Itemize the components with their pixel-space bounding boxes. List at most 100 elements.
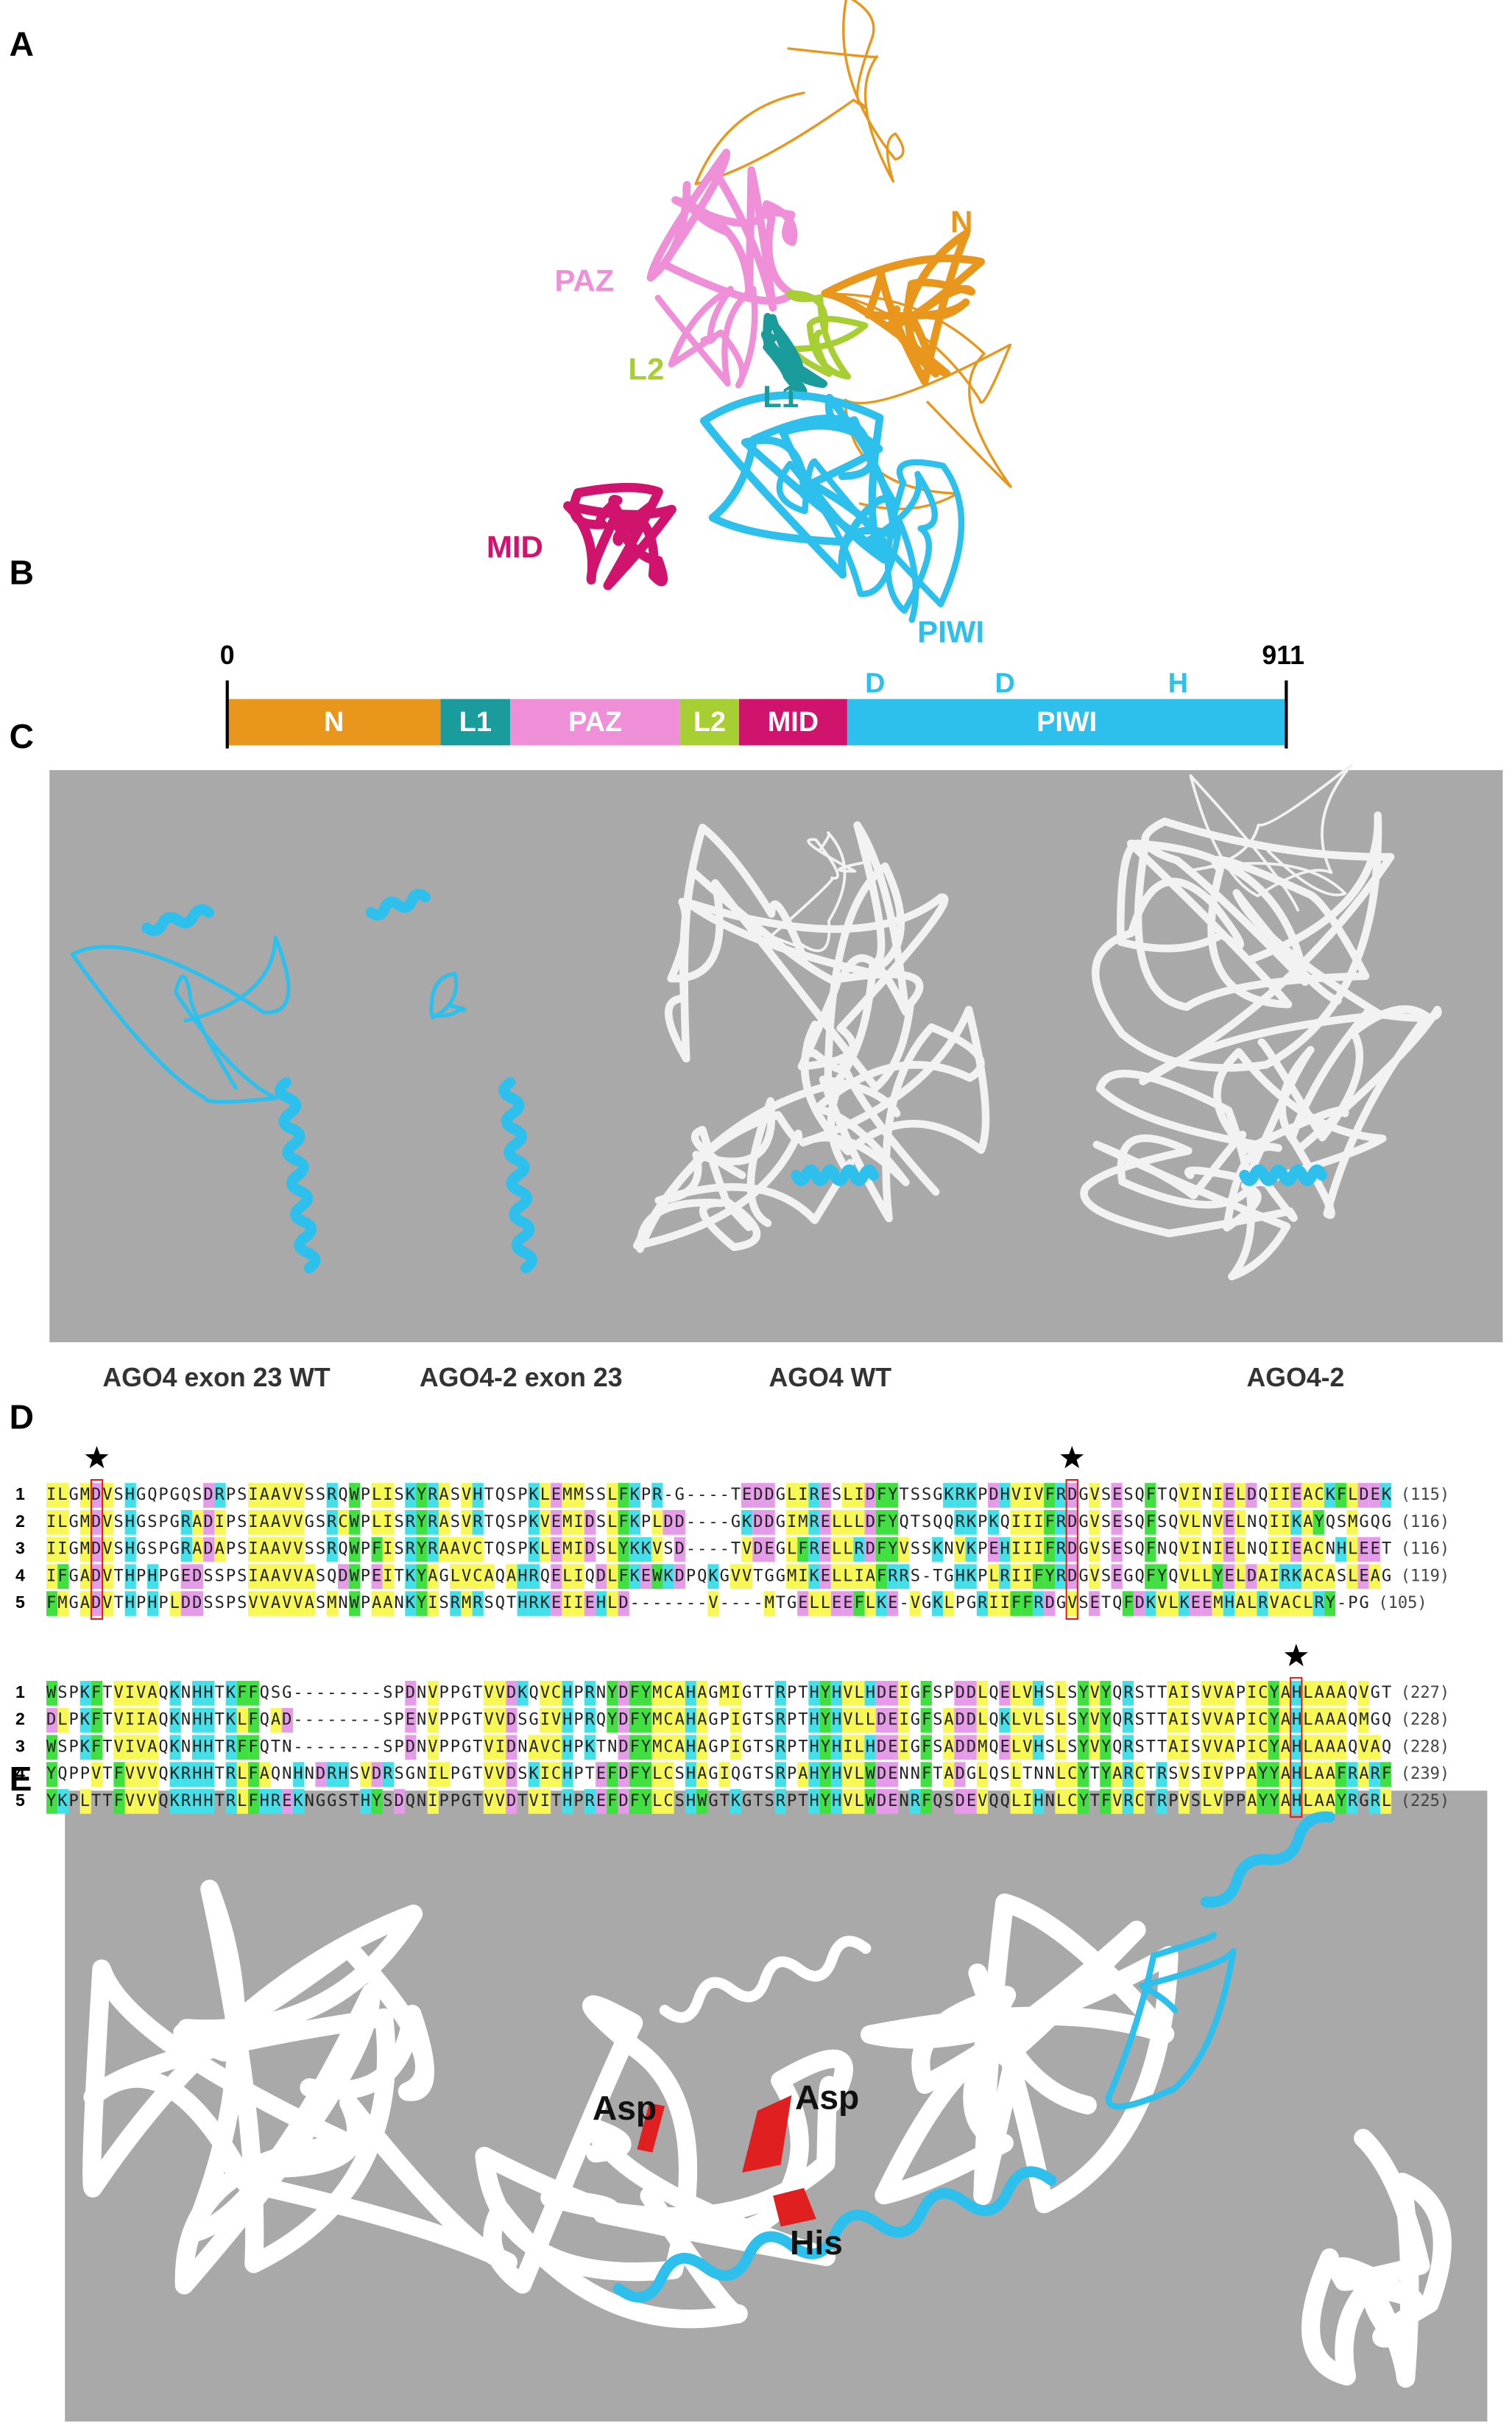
ribbon xyxy=(769,831,869,953)
residue-shade xyxy=(517,1681,529,1706)
residue-shade xyxy=(539,1762,551,1787)
residue-shade xyxy=(943,1707,955,1733)
residue-shade xyxy=(248,1537,260,1562)
residue-shade xyxy=(1290,1735,1302,1760)
residue-shade xyxy=(1032,1591,1045,1616)
ribbon xyxy=(776,458,965,624)
residue-shade xyxy=(539,1591,551,1616)
residue-shade xyxy=(124,1537,136,1562)
residue-shade xyxy=(147,1564,159,1590)
residue-shade xyxy=(528,1789,540,1814)
residue-shade xyxy=(864,1509,876,1535)
residue-shade xyxy=(270,1483,282,1508)
residue-shade xyxy=(1122,1735,1134,1760)
residue-shade xyxy=(427,1735,439,1760)
residue-shade xyxy=(1212,1591,1223,1616)
residue-shade xyxy=(1055,1483,1067,1508)
residue-shade xyxy=(1290,1509,1302,1535)
structures xyxy=(46,0,1452,2388)
residue-shade xyxy=(1167,1681,1179,1706)
residue-shade xyxy=(1201,1789,1212,1814)
residue-shade xyxy=(909,1591,921,1616)
residue-shade xyxy=(562,1537,573,1562)
residue-shade xyxy=(1133,1591,1145,1616)
star-marker xyxy=(1284,1643,1308,1667)
residue-shade xyxy=(1301,1762,1313,1787)
residue-shade xyxy=(596,1789,607,1814)
residue-shade xyxy=(349,1591,361,1616)
residue-shade xyxy=(752,1483,764,1508)
residue-shade xyxy=(113,1762,125,1787)
residue-shade xyxy=(1313,1509,1324,1535)
residue-shade xyxy=(965,1483,977,1508)
residue-shade xyxy=(663,1735,674,1760)
residue-shade xyxy=(1066,1762,1078,1787)
residue-shade xyxy=(864,1591,876,1616)
residue-shade xyxy=(1167,1707,1179,1733)
residue-shade xyxy=(1201,1591,1212,1616)
residue-shade xyxy=(1257,1735,1268,1760)
residue-shade xyxy=(909,1789,921,1814)
residue-shade xyxy=(1178,1681,1190,1706)
residue-shade xyxy=(405,1707,417,1733)
residue-shade xyxy=(270,1537,282,1562)
residue-shade xyxy=(427,1707,439,1733)
residue-label: Asp xyxy=(795,2078,859,2116)
residue-shade xyxy=(1379,1483,1392,1508)
residue-shade xyxy=(1268,1591,1279,1616)
residue-shade xyxy=(113,1681,125,1706)
residue-shade xyxy=(741,1509,753,1535)
residue-shade xyxy=(663,1707,674,1733)
residue-shade xyxy=(562,1789,573,1814)
residue-shade xyxy=(797,1483,809,1508)
residue-shade xyxy=(1145,1509,1156,1535)
residue-shade xyxy=(551,1735,562,1760)
residue-shade xyxy=(842,1564,854,1590)
residue-shade xyxy=(640,1789,652,1814)
residue-count: (116) xyxy=(1401,1513,1449,1531)
residue-shade xyxy=(830,1735,843,1760)
residue-shade xyxy=(842,1735,854,1760)
residue-shade xyxy=(729,1681,742,1706)
residue-shade xyxy=(875,1707,887,1733)
residue-shade xyxy=(91,1537,103,1562)
residue-shade xyxy=(382,1483,395,1508)
residue-shade xyxy=(875,1537,887,1562)
residue-shade xyxy=(920,1735,932,1760)
residue-shade xyxy=(438,1483,451,1508)
residue-shade xyxy=(281,1564,293,1590)
residue-shade xyxy=(1357,1564,1369,1590)
residue-shade xyxy=(382,1564,395,1590)
residue-shade xyxy=(674,1707,685,1733)
residue-shade xyxy=(1290,1681,1302,1706)
ribbon xyxy=(699,391,900,579)
residue-shade xyxy=(539,1681,551,1706)
residue-shade xyxy=(1100,1707,1112,1733)
domain-label: PAZ xyxy=(554,264,614,298)
residue-shade xyxy=(943,1762,955,1787)
residue-shade xyxy=(405,1509,417,1535)
residue-shade xyxy=(91,1762,103,1787)
residue-shade xyxy=(685,1762,697,1787)
residue-shade xyxy=(1301,1537,1313,1562)
residue-shade xyxy=(875,1762,887,1787)
residue-shade xyxy=(1201,1564,1212,1590)
residue-shade xyxy=(337,1509,350,1535)
residue-shade xyxy=(147,1707,159,1733)
ribbon xyxy=(82,1880,517,2295)
residue-shade xyxy=(248,1483,260,1508)
residue-shade xyxy=(1279,1509,1291,1535)
residue-shade xyxy=(259,1537,271,1562)
residue-shade xyxy=(1077,1789,1089,1814)
residue-shade xyxy=(864,1537,876,1562)
residue-shade xyxy=(147,1591,159,1616)
residue-shade xyxy=(618,1735,629,1760)
ribbon xyxy=(1080,1069,1298,1281)
residue-shade xyxy=(842,1707,854,1733)
residue-count: (239) xyxy=(1401,1765,1449,1783)
residue-shade xyxy=(853,1537,865,1562)
residue-shade xyxy=(562,1762,573,1787)
residue-shade xyxy=(1032,1789,1045,1814)
residue-shade xyxy=(483,1564,495,1590)
domain-segment xyxy=(440,699,511,746)
